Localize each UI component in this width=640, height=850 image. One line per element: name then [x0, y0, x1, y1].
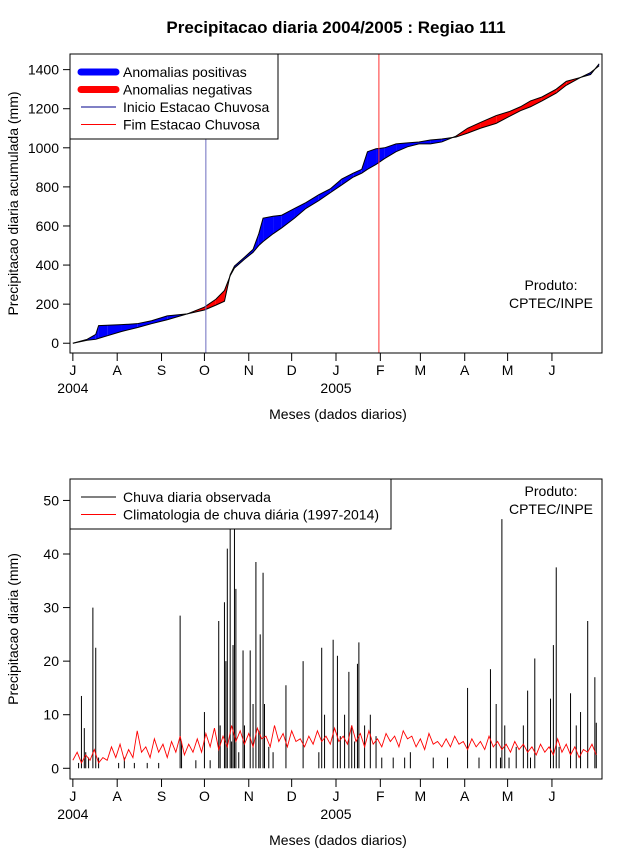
- y-tick-label: 20: [43, 653, 59, 669]
- positive-anomaly-area: [121, 323, 138, 332]
- positive-anomaly-area: [294, 202, 306, 219]
- observed-cumulative-line: [72, 65, 600, 344]
- negative-anomaly-area: [509, 106, 521, 117]
- x-tick-label: J: [69, 788, 76, 804]
- legend: Chuva diaria observada Climatologia de ch…: [69, 478, 392, 530]
- legend-label: Anomalias positivas: [123, 64, 247, 80]
- x-tick-label: F: [376, 788, 385, 804]
- cumulative-precip-panel: 0 200 400 600 800 1000 1200 1400 Precipitacao di…: [5, 53, 603, 422]
- y-tick-label: 30: [43, 600, 59, 616]
- product-label: CPTEC/INPE: [509, 295, 593, 311]
- year-label: 2004: [57, 380, 88, 396]
- climatology-line: [72, 725, 597, 764]
- x-tick-label: O: [199, 362, 210, 378]
- y-tick-label: 200: [36, 296, 60, 312]
- x-tick-label: N: [244, 788, 254, 804]
- positive-anomaly-area: [318, 188, 331, 201]
- x-tick-label: A: [460, 362, 470, 378]
- negative-anomaly-area: [556, 81, 567, 94]
- legend-label: Climatologia de chuva diária (1997-2014): [123, 507, 379, 523]
- positive-anomaly-area: [341, 173, 354, 185]
- y-tick-label: 800: [36, 179, 60, 195]
- x-tick-label: F: [376, 362, 385, 378]
- y-tick-label: 1200: [28, 101, 59, 117]
- positive-anomaly-area: [258, 218, 264, 246]
- x-tick-label: S: [157, 362, 166, 378]
- positive-anomaly-area: [281, 208, 295, 228]
- x-tick-label: J: [333, 788, 340, 804]
- x-tick-label: J: [69, 362, 76, 378]
- x-tick-label: A: [113, 362, 123, 378]
- year-label: 2005: [320, 806, 351, 822]
- positive-anomaly-area: [151, 315, 168, 324]
- y-tick-label: 0: [51, 335, 59, 351]
- negative-anomaly-area: [480, 115, 497, 129]
- x-tick-label: J: [548, 788, 555, 804]
- positive-anomaly-area: [137, 320, 152, 328]
- x-tick-label: O: [199, 788, 210, 804]
- y-axis-label: Precipitacao diaria acumulada (mm): [5, 91, 21, 315]
- x-tick-label: M: [502, 788, 514, 804]
- legend: Anomalias positivas Anomalias negativasIn…: [69, 53, 279, 140]
- y-tick-label: 0: [51, 760, 59, 776]
- year-label: 2005: [320, 380, 351, 396]
- positive-anomaly-area: [376, 147, 385, 165]
- x-tick-label: A: [460, 788, 470, 804]
- y-tick-label: 40: [43, 546, 59, 562]
- y-tick-label: 1000: [28, 140, 59, 156]
- legend-label: Chuva diaria observada: [123, 489, 271, 505]
- y-tick-label: 50: [43, 492, 59, 508]
- legend-box: [69, 478, 392, 530]
- x-axis-label: Meses (dados diarios): [269, 406, 407, 422]
- climatology-cumulative-line: [72, 63, 600, 344]
- y-tick-label: 10: [43, 707, 59, 723]
- negative-anomaly-area: [215, 290, 225, 306]
- x-tick-label: M: [415, 788, 427, 804]
- positive-anomaly-area: [107, 324, 122, 336]
- product-label: CPTEC/INPE: [509, 501, 593, 517]
- negative-anomaly-area: [541, 89, 557, 101]
- positive-anomaly-area: [384, 143, 397, 159]
- x-tick-label: A: [113, 788, 123, 804]
- positive-anomaly-area: [330, 179, 342, 193]
- legend-label: Anomalias negativas: [123, 82, 252, 98]
- x-tick-label: J: [548, 362, 555, 378]
- positive-anomaly-area: [396, 142, 408, 152]
- positive-anomaly-area: [353, 169, 362, 178]
- y-axis-label: Precipitacao diaria (mm): [5, 553, 21, 705]
- legend-label: Inicio Estacao Chuvosa: [123, 99, 270, 115]
- x-tick-label: S: [157, 788, 166, 804]
- product-label: Produto:: [525, 483, 578, 499]
- y-tick-label: 1400: [28, 62, 59, 78]
- x-axis-label: Meses (dados diarios): [269, 832, 407, 848]
- year-label: 2004: [57, 806, 88, 822]
- positive-anomaly-area: [98, 325, 108, 339]
- x-tick-label: N: [244, 362, 254, 378]
- y-tick-label: 400: [36, 257, 60, 273]
- negative-anomaly-area: [204, 299, 216, 311]
- product-label: Produto:: [525, 277, 578, 293]
- x-tick-label: D: [287, 362, 297, 378]
- x-tick-label: D: [287, 788, 297, 804]
- negative-anomaly-area: [520, 100, 531, 111]
- x-tick-label: M: [502, 362, 514, 378]
- positive-anomaly-area: [305, 194, 319, 209]
- negative-anomaly-area: [530, 96, 542, 107]
- y-tick-label: 600: [36, 218, 60, 234]
- negative-anomaly-area: [467, 122, 481, 134]
- positive-anomaly-area: [367, 148, 377, 170]
- daily-precip-panel: 0 10 20 30 40 50 Precipitacao diaria (mm) J A S O N…: [5, 478, 603, 848]
- legend-label: Fim Estacao Chuvosa: [123, 117, 260, 133]
- x-tick-label: J: [333, 362, 340, 378]
- x-tick-label: M: [415, 362, 427, 378]
- chart-title: Precipitacao diaria 2004/2005 : Regiao 1…: [166, 18, 505, 37]
